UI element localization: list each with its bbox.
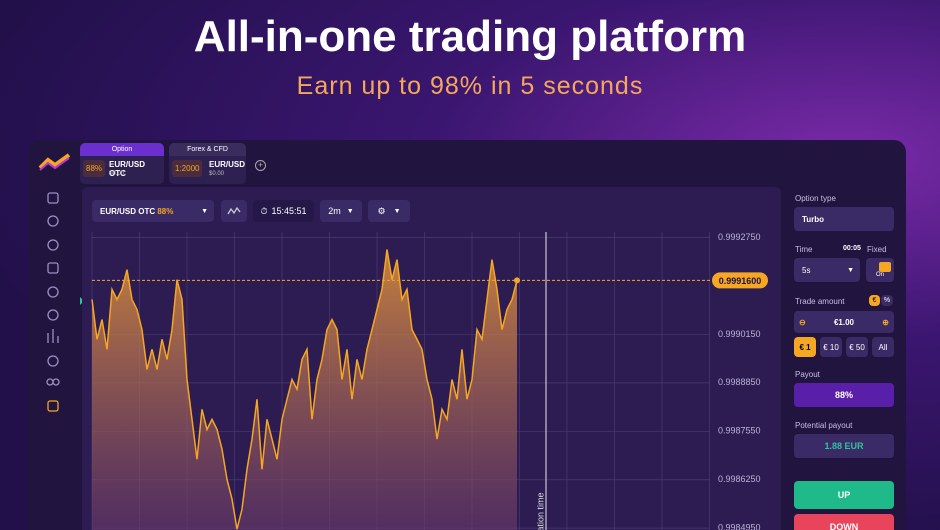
amount-label: Trade amount <box>795 297 845 306</box>
amount-preset[interactable]: € 50 <box>846 337 868 357</box>
potential-label: Potential payout <box>795 421 853 430</box>
tab-header: Option <box>80 143 164 156</box>
chart-type-button[interactable] <box>221 200 247 222</box>
fixed-toggle[interactable]: On <box>866 258 894 282</box>
fixed-label: Fixed <box>867 245 887 254</box>
y-tick-label: 0.9984950 <box>718 523 761 530</box>
payout-label: Payout <box>795 370 820 379</box>
settings-button[interactable]: ⚙ ▼ <box>368 200 410 222</box>
logo <box>38 153 71 171</box>
tab-forex[interactable]: Forex & CFD 1:2000 EUR/USD $0.00 <box>169 143 246 184</box>
option-type[interactable]: Turbo <box>794 207 894 231</box>
currency-toggle[interactable]: € <box>869 295 880 306</box>
tab-pair: EUR/USD <box>209 160 246 169</box>
tab-badge: 88% <box>83 160 106 177</box>
y-tick-label: 0.9990150 <box>718 329 761 339</box>
amount-field[interactable]: ⊖ €1.00 ⊕ <box>794 311 894 333</box>
tab-option[interactable]: Option 88% EUR/USD OTC $0.00 <box>80 143 164 184</box>
area <box>92 249 517 530</box>
time-label: Time <box>795 245 813 254</box>
headline: All-in-one trading platform <box>193 12 747 61</box>
toggle-text: On <box>875 272 884 278</box>
amount-preset[interactable]: All <box>872 337 894 357</box>
amount: €1.00 <box>833 317 855 327</box>
tab-pair: EUR/USD OTC <box>109 160 146 178</box>
asset-select[interactable]: EUR/USD OTC 88% ▼ <box>92 200 214 222</box>
payout: 88% <box>794 383 894 407</box>
sidebar-icons <box>46 192 60 412</box>
timeframe: 2m <box>328 206 341 216</box>
tab-badge: 1:2000 <box>172 160 203 177</box>
down-button[interactable]: DOWN <box>794 514 894 530</box>
amount-preset[interactable]: € 1 <box>794 337 816 357</box>
amount-preset[interactable]: € 10 <box>820 337 842 357</box>
y-tick-label: 0.9987550 <box>718 426 761 436</box>
price-line <box>91 249 518 530</box>
current-price-label: 0.9991600 <box>719 276 762 286</box>
time-select[interactable]: 5s ▼ <box>794 258 860 282</box>
timeframe-select[interactable]: 2m ▼ <box>320 200 362 222</box>
tab-balance: $0.00 <box>109 171 125 177</box>
expiration-label: Expiration time <box>535 492 545 530</box>
up-button[interactable]: UP <box>794 481 894 509</box>
asset-payout: 88% <box>157 206 174 216</box>
asset-name: EUR/USD OTC <box>100 206 156 216</box>
tab-balance: $0.00 <box>209 171 225 177</box>
toggle-knob <box>879 262 891 272</box>
add-tab[interactable]: + <box>255 160 266 171</box>
clock-time: 15:45:51 <box>271 206 307 216</box>
potential-payout: 1.88 EUR <box>794 434 894 458</box>
time-countdown: 00:05 <box>843 245 861 252</box>
time-value: 5s <box>802 265 811 275</box>
option-type-label: Option type <box>795 194 836 203</box>
y-tick-label: 0.9992750 <box>718 232 761 242</box>
y-tick-label: 0.9986250 <box>718 474 761 484</box>
y-tick-label: 0.9988850 <box>718 377 761 387</box>
clock: ⏱ 15:45:51 <box>253 200 314 222</box>
percent-toggle[interactable]: % <box>881 295 893 306</box>
current-price-badge <box>712 272 768 289</box>
tab-header: Forex & CFD <box>169 143 246 156</box>
subheadline: Earn up to 98% in 5 seconds <box>296 72 644 100</box>
